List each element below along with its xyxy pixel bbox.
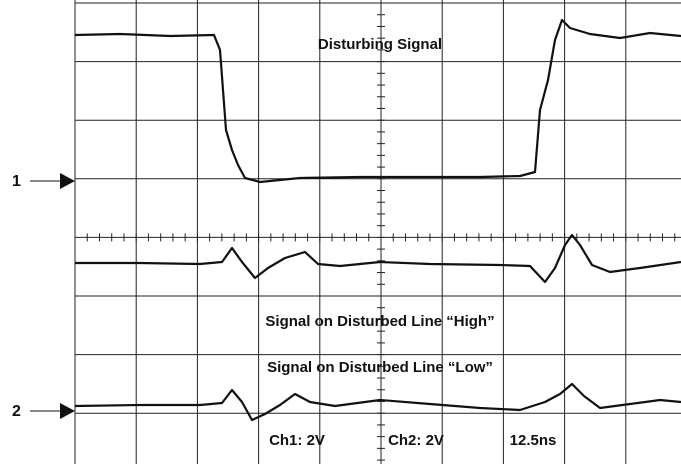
trace-label: Signal on Disturbed Line “Low” — [267, 359, 493, 376]
trace-high — [75, 233, 681, 284]
trace-low — [74, 382, 681, 422]
setting: Ch1: 2V — [269, 432, 325, 449]
marker-arrow — [60, 173, 75, 189]
setting: 12.5ns — [510, 432, 557, 449]
graticule — [74, 0, 681, 464]
marker-arrow — [60, 403, 75, 419]
channel-marker: 2 — [12, 403, 21, 420]
trace-disturbing — [74, 18, 681, 184]
channel-marker: 1 — [12, 173, 21, 190]
setting: Ch2: 2V — [388, 432, 444, 449]
trace-label: Signal on Disturbed Line “High” — [265, 313, 494, 330]
trace-label: Disturbing Signal — [318, 36, 442, 53]
